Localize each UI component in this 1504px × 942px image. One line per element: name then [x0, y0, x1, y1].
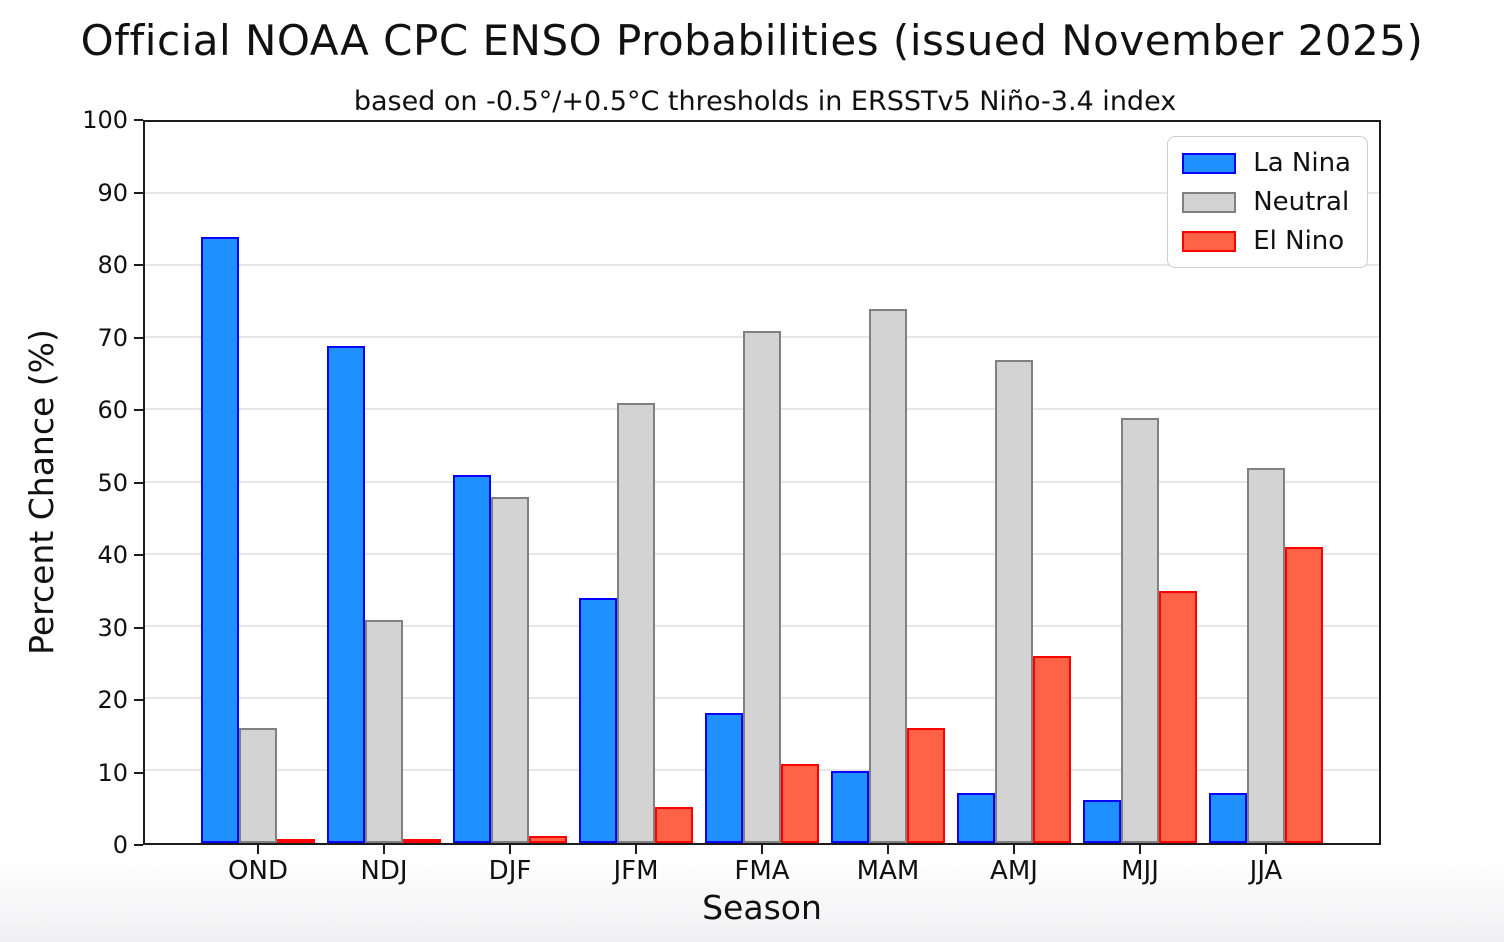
x-tick-label-ndj: NDJ: [360, 856, 408, 886]
y-tick-label-40: 40: [97, 541, 128, 569]
y-tick-label-30: 30: [97, 613, 128, 642]
bar-neutral-jfm: [617, 403, 655, 843]
legend-entry-neutral: Neutral: [1182, 187, 1351, 217]
x-tick-label-ond: OND: [228, 856, 288, 886]
bar-neutral-mjj: [1121, 417, 1159, 843]
bar-group-ond: [201, 122, 315, 843]
y-tick-label-90: 90: [97, 178, 128, 207]
bar-el-nino-jja: [1285, 547, 1323, 843]
y-tick-mark-70: [134, 336, 143, 339]
y-tick-label-20: 20: [97, 686, 128, 714]
bar-group-mjj: [1083, 122, 1197, 843]
bar-group-jfm: [579, 122, 693, 843]
legend-entry-el-nino: El Nino: [1182, 226, 1351, 256]
bar-neutral-fma: [743, 331, 781, 843]
bar-group-amj: [957, 122, 1071, 843]
legend-swatch-icon-neutral: [1182, 191, 1237, 213]
y-tick-mark-90: [134, 191, 143, 194]
bar-la-nina-jfm: [579, 597, 617, 843]
bar-el-nino-mjj: [1159, 590, 1197, 843]
bar-la-nina-ndj: [327, 345, 365, 843]
legend: La Nina Neutral El Nino: [1167, 136, 1368, 268]
y-tick-label-50: 50: [97, 468, 128, 497]
x-tick-label-jfm: JFM: [613, 856, 659, 886]
legend-label-el-nino: El Nino: [1253, 226, 1345, 256]
bar-neutral-djf: [491, 496, 529, 843]
bar-group-ndj: [327, 122, 441, 843]
x-tick-label-djf: DJF: [488, 856, 532, 886]
x-tick-mark-ndj: [383, 845, 385, 854]
chart-subtitle: based on -0.5°/+0.5°C thresholds in ERSS…: [353, 86, 1177, 117]
x-tick-label-fma: FMA: [734, 856, 790, 886]
x-tick-mark-ond: [257, 845, 259, 854]
x-tick-mark-mam: [887, 845, 889, 854]
bar-la-nina-jja: [1209, 792, 1247, 843]
x-tick-mark-djf: [509, 845, 511, 854]
y-tick-label-100: 100: [82, 106, 128, 134]
bar-la-nina-ond: [201, 237, 239, 843]
legend-swatch-icon-la-nina: [1182, 152, 1237, 174]
chart-title: Official NOAA CPC ENSO Probabilities (is…: [80, 16, 1424, 65]
bar-neutral-mam: [869, 309, 907, 843]
x-tick-mark-fma: [761, 845, 763, 854]
bar-group-fma: [705, 122, 819, 843]
legend-entry-la-nina: La Nina: [1182, 148, 1351, 178]
bar-el-nino-ndj: [403, 839, 441, 843]
x-tick-label-amj: AMJ: [990, 856, 1038, 886]
gridline-90: [145, 192, 1379, 195]
bar-neutral-jja: [1247, 468, 1285, 843]
bar-neutral-amj: [995, 359, 1033, 843]
y-tick-mark-20: [134, 699, 143, 701]
bar-la-nina-mam: [831, 770, 869, 843]
y-tick-mark-10: [134, 771, 143, 774]
bar-la-nina-amj: [957, 792, 995, 843]
bar-el-nino-amj: [1033, 655, 1071, 843]
y-tick-label-60: 60: [97, 396, 128, 424]
bar-group-djf: [453, 122, 567, 843]
x-tick-mark-amj: [1013, 845, 1015, 854]
y-tick-mark-0: [134, 844, 143, 846]
bar-el-nino-djf: [529, 835, 567, 843]
y-tick-label-80: 80: [97, 251, 128, 279]
y-tick-mark-50: [134, 481, 143, 484]
y-tick-label-10: 10: [97, 758, 128, 787]
x-tick-label-mam: MAM: [856, 856, 920, 886]
x-tick-label-jja: JJA: [1249, 856, 1283, 886]
gridline-80: [145, 264, 1379, 267]
legend-label-neutral: Neutral: [1253, 187, 1350, 217]
y-tick-label-70: 70: [97, 323, 128, 352]
y-tick-mark-30: [134, 626, 143, 629]
bar-la-nina-fma: [705, 713, 743, 843]
bar-el-nino-ond: [277, 839, 315, 843]
y-tick-label-0: 0: [112, 831, 128, 859]
y-tick-mark-80: [134, 264, 143, 266]
bars-layer: [145, 122, 1379, 843]
bar-la-nina-mjj: [1083, 799, 1121, 843]
x-tick-mark-mjj: [1139, 845, 1141, 854]
legend-swatch-icon-el-nino: [1182, 230, 1237, 252]
legend-label-la-nina: La Nina: [1253, 148, 1351, 178]
bar-el-nino-mam: [907, 727, 945, 843]
bar-neutral-ond: [239, 727, 277, 843]
bar-neutral-ndj: [365, 619, 403, 843]
y-tick-mark-100: [134, 119, 143, 121]
x-axis-label: Season: [702, 888, 822, 927]
plot-area: La Nina Neutral El Nino: [143, 120, 1381, 845]
bar-el-nino-fma: [781, 763, 819, 843]
bar-la-nina-djf: [453, 475, 491, 843]
bar-el-nino-jfm: [655, 806, 693, 843]
x-tick-label-mjj: MJJ: [1121, 856, 1159, 886]
y-tick-mark-40: [134, 554, 143, 556]
x-tick-mark-jja: [1265, 845, 1267, 854]
x-tick-mark-jfm: [635, 845, 637, 854]
bar-group-jja: [1209, 122, 1323, 843]
y-tick-mark-60: [134, 409, 143, 411]
bar-group-mam: [831, 122, 945, 843]
